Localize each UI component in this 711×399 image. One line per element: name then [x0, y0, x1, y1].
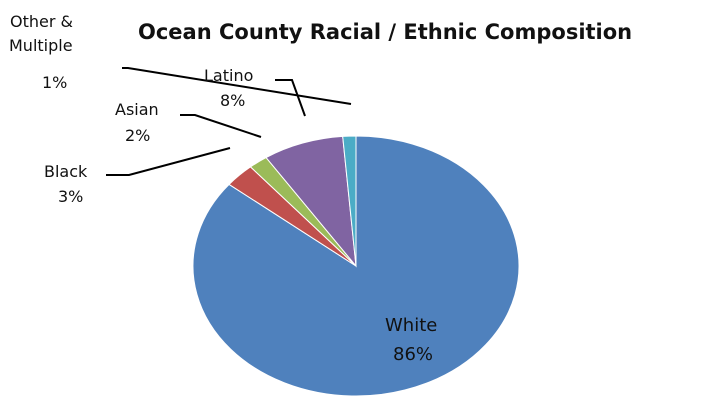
- label-other-line2: Multiple: [9, 36, 73, 55]
- pie-slice-other-multiple: [342, 135, 357, 267]
- leader-line-asian: [180, 114, 262, 138]
- label-black-name: Black: [44, 162, 88, 181]
- label-latino-value: 8%: [220, 91, 245, 110]
- label-black-value: 3%: [58, 187, 83, 206]
- label-white-name: White: [385, 315, 437, 336]
- label-latino-name: Latino: [204, 66, 253, 85]
- label-other-value: 1%: [42, 73, 67, 92]
- leader-line-other: [122, 67, 352, 105]
- chart-title: Ocean County Racial / Ethnic Composition: [138, 20, 632, 44]
- leader-line-latino: [275, 79, 306, 117]
- label-asian-name: Asian: [115, 100, 159, 119]
- pie-slices: [192, 135, 520, 397]
- leader-line-black: [106, 147, 231, 176]
- label-white-value: 86%: [393, 344, 433, 365]
- label-asian-value: 2%: [125, 126, 150, 145]
- label-other-line1: Other &: [10, 12, 73, 31]
